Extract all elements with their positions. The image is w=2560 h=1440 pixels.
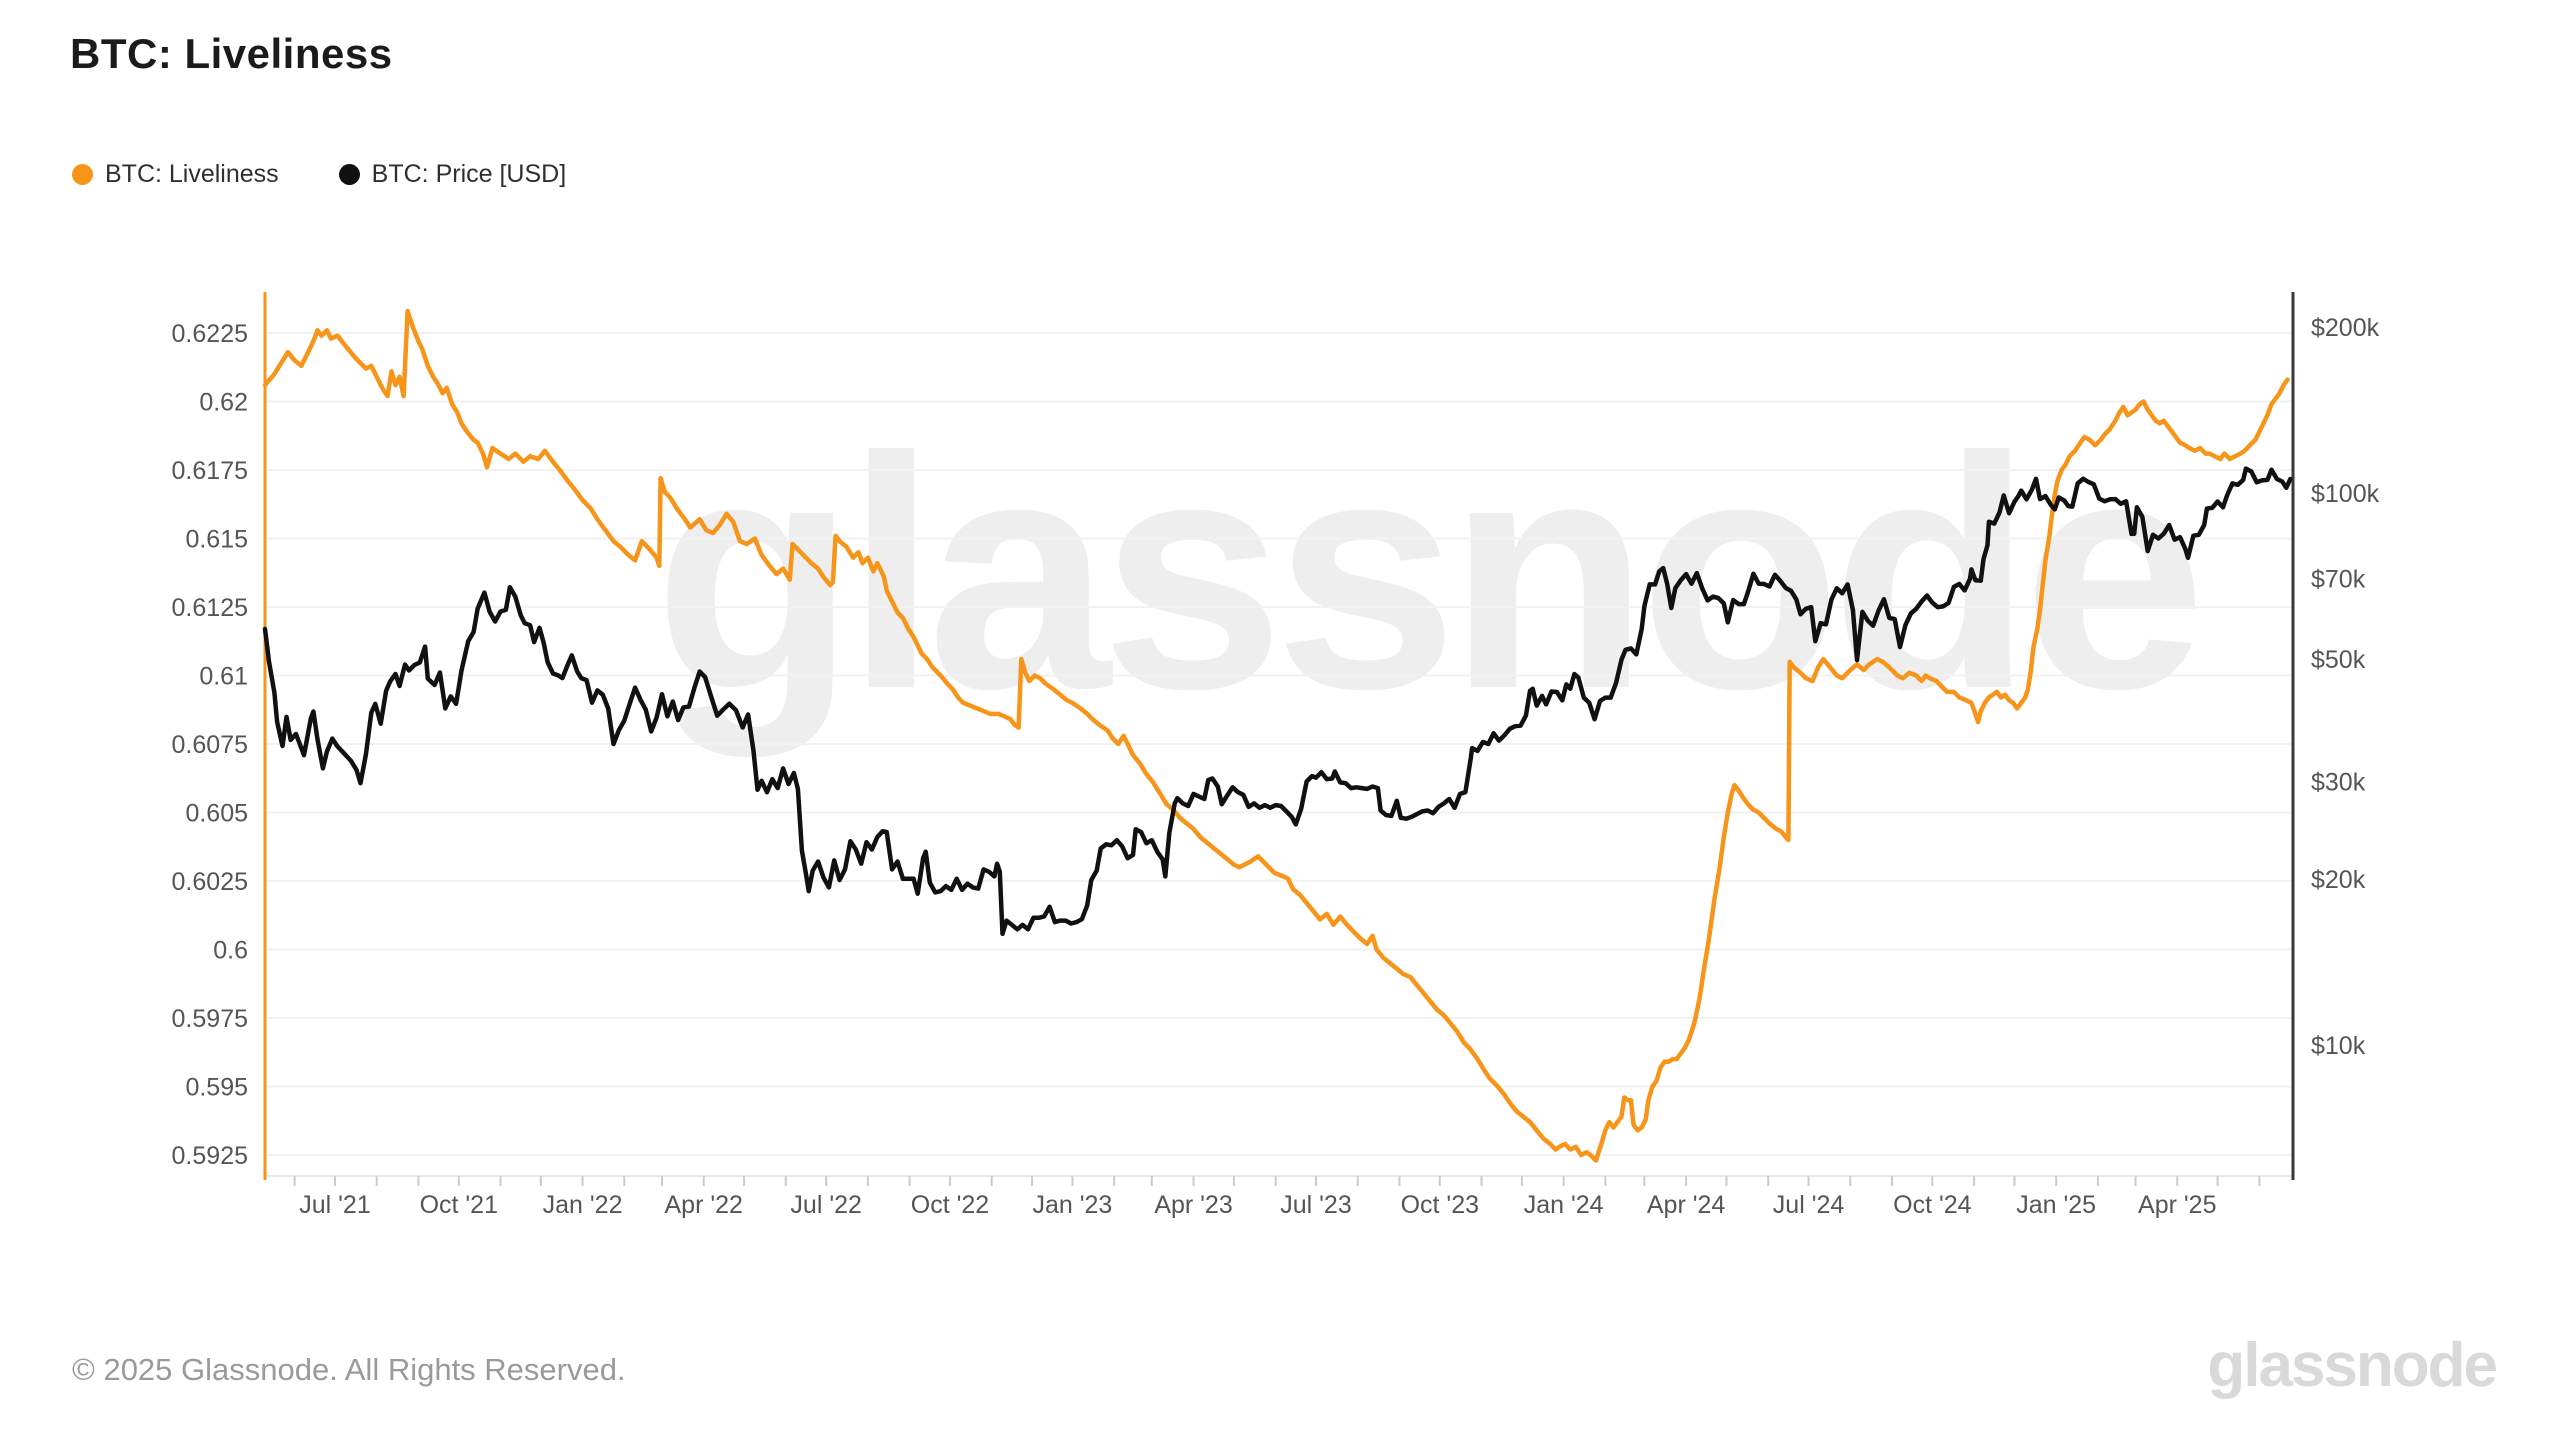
x-tick-label: Jul '22 (790, 1191, 861, 1219)
price-line (262, 466, 2293, 937)
x-tick-label: Jul '24 (1773, 1191, 1845, 1219)
y-left-tick-label: 0.615 (185, 526, 248, 554)
y-left-tick-label: 0.6175 (172, 457, 248, 485)
x-tick-label: Jan '23 (1033, 1191, 1113, 1219)
y-left-tick-label: 0.6 (213, 937, 248, 965)
y-left-tick-label: 0.62 (199, 389, 248, 417)
price-dot-icon (338, 164, 360, 185)
y-left-tick-label: 0.5925 (172, 1142, 248, 1170)
y-left-tick-label: 0.6075 (172, 731, 248, 759)
y-left-tick-label: 0.6225 (172, 320, 248, 348)
liveliness-dot-icon (72, 164, 93, 185)
x-tick-label: Oct '22 (911, 1191, 989, 1219)
y-right-tick-label: $30k (2311, 769, 2366, 797)
glassnode-logo: glassnode (2207, 1331, 2498, 1400)
watermark: glassnode (654, 388, 2198, 759)
y-right-tick-label: $70k (2311, 566, 2366, 594)
x-tick-label: Jul '23 (1280, 1191, 1351, 1219)
copyright-text: © 2025 Glassnode. All Rights Reserved. (72, 1352, 626, 1387)
x-tick-label: Apr '22 (664, 1191, 742, 1219)
y-left-tick-label: 0.605 (185, 800, 248, 828)
x-tick-label: Jan '25 (2016, 1191, 2096, 1219)
y-left-tick-label: 0.6125 (172, 594, 248, 622)
y-right-tick-label: $200k (2311, 314, 2380, 342)
x-tick-label: Apr '23 (1154, 1191, 1232, 1219)
y-right-tick-label: $10k (2311, 1032, 2366, 1060)
y-right-tick-label: $50k (2311, 646, 2366, 674)
page-title: BTC: Liveliness (70, 30, 393, 77)
legend-item-price[interactable]: BTC: Price [USD] (338, 160, 567, 189)
x-tick-label: Oct '21 (420, 1191, 498, 1219)
liveliness-line (262, 308, 2290, 1163)
x-tick-label: Jan '22 (543, 1191, 623, 1219)
legend-label-price: BTC: Price [USD] (371, 160, 567, 188)
y-right-tick-label: $100k (2311, 480, 2380, 508)
x-tick-label: Jan '24 (1524, 1191, 1604, 1219)
x-tick-label: Oct '23 (1401, 1191, 1479, 1219)
x-tick-label: Apr '24 (1647, 1191, 1726, 1219)
legend-label-liveliness: BTC: Liveliness (105, 160, 279, 188)
y-left-tick-label: 0.5975 (172, 1005, 248, 1033)
y-left-tick-label: 0.6025 (172, 868, 248, 896)
x-tick-label: Apr '25 (2138, 1191, 2216, 1219)
x-tick-label: Oct '24 (1893, 1191, 1972, 1219)
legend: BTC: Liveliness BTC: Price [USD] (72, 160, 566, 189)
y-left-tick-label: 0.61 (199, 663, 248, 691)
legend-item-liveliness[interactable]: BTC: Liveliness (72, 160, 279, 189)
x-tick-label: Jul '21 (299, 1191, 370, 1219)
y-left-tick-label: 0.595 (185, 1074, 248, 1102)
y-right-tick-label: $20k (2311, 866, 2366, 894)
